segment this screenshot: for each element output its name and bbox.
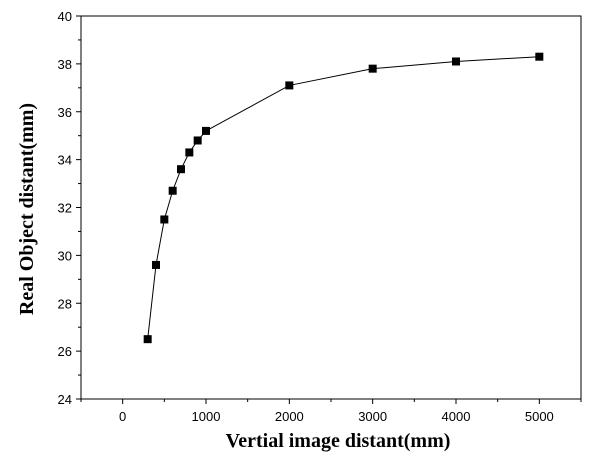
x-axis-label: Vertial image distant(mm) (226, 430, 451, 452)
y-tick-label: 34 (58, 153, 72, 168)
data-point (452, 57, 460, 66)
y-tick-label: 38 (58, 57, 72, 72)
y-axis-label: Real Object distant(mm) (16, 103, 38, 315)
data-point (160, 215, 169, 224)
data-point (177, 165, 185, 174)
y-tick-label: 36 (58, 105, 72, 120)
plot-border (80, 15, 582, 400)
y-tick-label: 40 (58, 9, 72, 24)
x-tick-label: 2000 (275, 409, 304, 424)
plot-frame (80, 15, 582, 400)
data-point (368, 64, 377, 73)
data-point (168, 186, 177, 195)
x-tick-label: 0 (119, 409, 126, 424)
y-tick-label: 30 (58, 248, 72, 263)
x-tick-label: 4000 (442, 409, 471, 424)
data-point (152, 260, 160, 269)
data-point (285, 81, 294, 90)
data-point (193, 136, 202, 145)
x-tick-label: 5000 (525, 409, 554, 424)
x-tick-label: 3000 (358, 409, 387, 424)
y-tick-label: 24 (58, 392, 72, 407)
y-tick-label: 28 (58, 296, 72, 311)
data-series (143, 52, 544, 344)
data-point (143, 335, 152, 344)
axis-ticks: 0 1000 2000 3000 4000 5000 24 26 28 30 32 34 36 38 40 (58, 9, 582, 424)
x-tick-label: 1000 (192, 409, 221, 424)
data-point (202, 126, 210, 135)
y-tick-label: 26 (58, 344, 72, 359)
series-line (147, 56, 540, 340)
data-point (185, 148, 194, 157)
data-point (535, 52, 544, 61)
y-tick-label: 32 (58, 201, 72, 216)
